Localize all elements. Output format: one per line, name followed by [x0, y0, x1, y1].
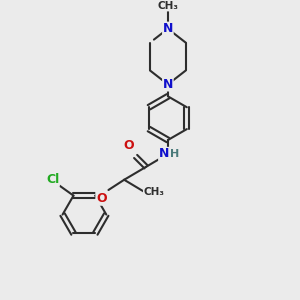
Text: N: N [163, 22, 173, 35]
Text: Cl: Cl [46, 173, 59, 186]
Text: H: H [170, 149, 179, 159]
Text: N: N [163, 78, 173, 91]
Text: CH₃: CH₃ [143, 187, 164, 197]
Text: N: N [159, 147, 169, 161]
Text: CH₃: CH₃ [158, 1, 178, 11]
Text: O: O [96, 192, 106, 205]
Text: O: O [124, 140, 134, 152]
